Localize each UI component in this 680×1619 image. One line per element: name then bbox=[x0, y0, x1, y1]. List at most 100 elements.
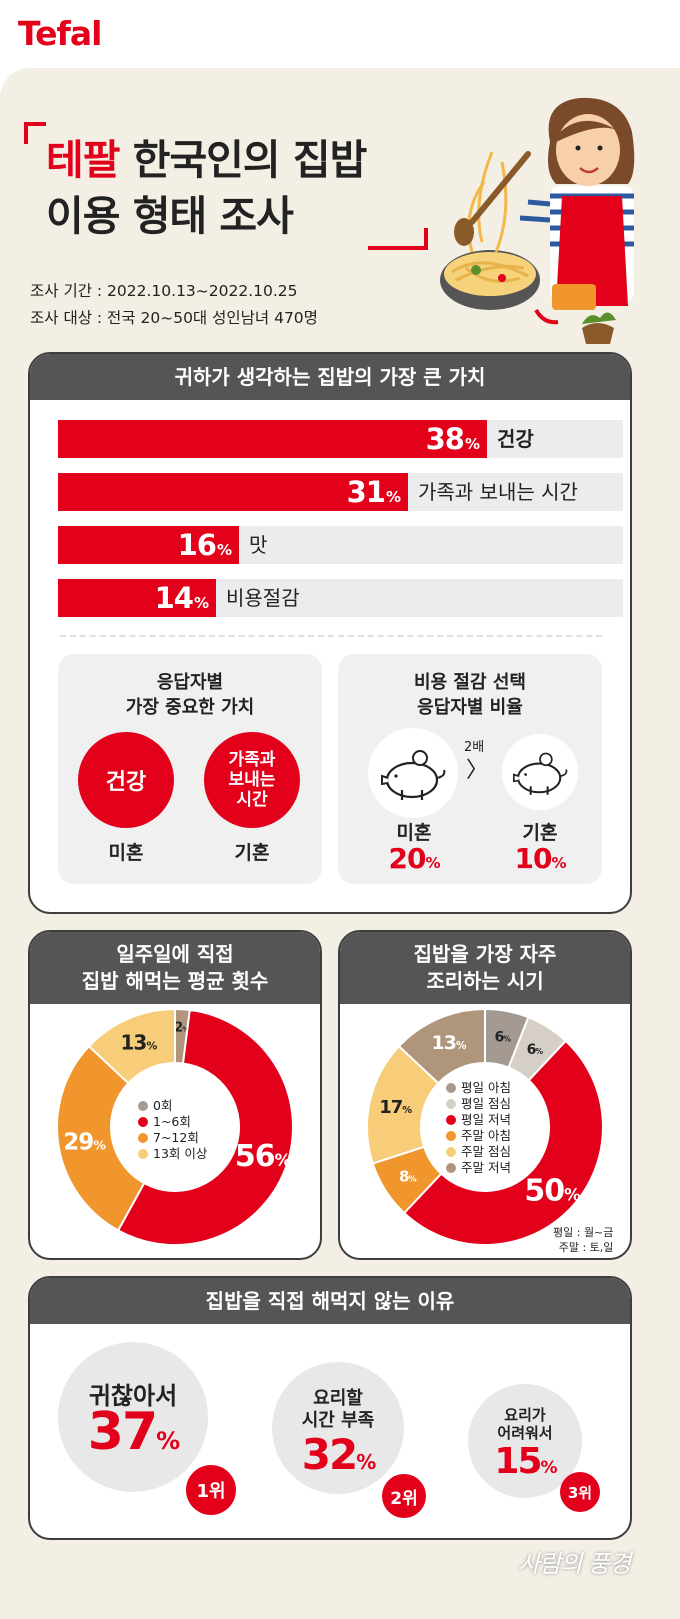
married-percent-value: 10 bbox=[514, 842, 553, 875]
married-value-circle: 가족과 보내는 시간 bbox=[204, 732, 300, 828]
bar-value: 31 bbox=[346, 475, 386, 509]
box-title-line1: 응답자별 bbox=[156, 672, 224, 693]
reason-2-number: 32 bbox=[301, 1430, 358, 1479]
legend-swatch bbox=[446, 1131, 456, 1141]
title-bracket-left bbox=[24, 122, 46, 144]
bar-label: 비용절감 bbox=[226, 586, 300, 610]
weekend-note: 주말 : 토,일 bbox=[558, 1241, 614, 1254]
percent-unit: % bbox=[156, 1427, 180, 1455]
cook-illustration bbox=[440, 97, 635, 344]
legend-label: 평일 점심 bbox=[461, 1096, 511, 1111]
single-label: 미혼 bbox=[108, 842, 144, 864]
time-header-line1: 집밥을 가장 자주 bbox=[413, 942, 557, 966]
legend-item: 0회 bbox=[138, 1098, 207, 1114]
slice-label: 17% bbox=[379, 1097, 412, 1118]
percent-unit: % bbox=[193, 594, 209, 612]
legend-label: 13회 이상 bbox=[153, 1146, 208, 1161]
legend-swatch bbox=[446, 1163, 456, 1173]
bar-value: 14 bbox=[154, 581, 194, 615]
bar: 38% bbox=[58, 420, 487, 458]
piggy-bank-icon bbox=[512, 752, 568, 795]
marital-value-box: 응답자별 가장 중요한 가치 건강 가족과 보내는 시간 미혼 기혼 bbox=[58, 654, 322, 884]
ratio-label: 2배 bbox=[464, 740, 485, 755]
day-note: 평일 : 월~금 주말 : 토,일 bbox=[553, 1225, 613, 1255]
single-percent: 20% bbox=[354, 842, 474, 875]
reason-circle-1: 귀찮아서 37% bbox=[58, 1342, 208, 1492]
bar: 14% bbox=[58, 579, 216, 617]
reason-circle-2: 요리할 시간 부족 32% bbox=[272, 1362, 404, 1494]
bar: 31% bbox=[58, 473, 408, 511]
time-legend: 평일 아침 평일 점심 평일 저녁 주말 아침 주말 점심 주말 저녁 bbox=[446, 1080, 511, 1176]
survey-target: 조사 대상 : 전국 20~50대 성인남녀 470명 bbox=[30, 309, 318, 327]
donut-slice bbox=[87, 1007, 176, 1085]
tefal-logo: Tefal bbox=[18, 14, 102, 53]
reason-3-label-line1: 요리가 bbox=[504, 1406, 546, 1424]
legend-swatch bbox=[446, 1147, 456, 1157]
legend-swatch bbox=[446, 1099, 456, 1109]
weekly-header-line2: 집밥 해먹는 평균 횟수 bbox=[81, 969, 269, 993]
title-bracket-right bbox=[368, 228, 428, 250]
legend-item: 평일 저녁 bbox=[446, 1112, 511, 1128]
rank-badge-1: 1위 bbox=[186, 1465, 236, 1515]
legend-label: 평일 아침 bbox=[461, 1080, 511, 1095]
bar-track: 31% 가족과 보내는 시간 bbox=[58, 473, 623, 511]
single-piggy-circle bbox=[368, 728, 458, 818]
legend-item: 7~12회 bbox=[138, 1130, 207, 1146]
survey-period: 조사 기간 : 2022.10.13~2022.10.25 bbox=[30, 282, 298, 300]
percent-unit: % bbox=[385, 488, 401, 506]
page-title: 테팔 한국인의 집밥 이용 형태 조사 bbox=[46, 132, 367, 244]
slice-label: 56% bbox=[235, 1139, 292, 1174]
box-title-line1: 비용 절감 선택 bbox=[414, 672, 526, 693]
bar-track: 16% 맛 bbox=[58, 526, 623, 564]
reason-1-number: 37 bbox=[87, 1402, 158, 1462]
bar-label: 맛 bbox=[249, 533, 268, 557]
slice-label: 13% bbox=[432, 1032, 467, 1054]
married-piggy-circle bbox=[502, 734, 578, 810]
legend-item: 1~6회 bbox=[138, 1114, 207, 1130]
legend-label: 주말 점심 bbox=[461, 1144, 511, 1159]
legend-item: 평일 아침 bbox=[446, 1080, 511, 1096]
watermark: 사람의 풍경 bbox=[518, 1550, 631, 1578]
donut-slice bbox=[397, 1007, 486, 1085]
rank-badge-3: 3위 bbox=[560, 1472, 600, 1512]
time-header-line2: 조리하는 시기 bbox=[426, 969, 544, 993]
legend-item: 평일 점심 bbox=[446, 1096, 511, 1112]
box-title-line2: 응답자별 비율 bbox=[417, 697, 523, 718]
piggy-bank-icon bbox=[381, 750, 446, 800]
weekday-note: 평일 : 월~금 bbox=[553, 1226, 614, 1239]
legend-swatch bbox=[138, 1101, 148, 1111]
legend-item: 13회 이상 bbox=[138, 1146, 207, 1162]
married-percent: 10% bbox=[480, 842, 600, 875]
percent-unit: % bbox=[551, 854, 566, 872]
slice-label: 6% bbox=[527, 1042, 544, 1058]
percent-unit: % bbox=[425, 854, 440, 872]
legend-label: 7~12회 bbox=[153, 1130, 199, 1145]
donut-slice bbox=[402, 1039, 604, 1246]
reason-circle-3: 요리가 어려워서 15% bbox=[468, 1384, 582, 1498]
weekly-count-donut: 2% 56% 29% 13% bbox=[56, 1007, 294, 1246]
slice-label: 6% bbox=[495, 1030, 512, 1046]
slice-label: 29% bbox=[63, 1129, 106, 1155]
bar-value: 38 bbox=[425, 422, 465, 456]
survey-meta: 조사 기간 : 2022.10.13~2022.10.25 조사 대상 : 전국… bbox=[30, 278, 318, 332]
slice-label: 8% bbox=[399, 1168, 416, 1186]
reason-2-value: 32% bbox=[272, 1432, 404, 1485]
reason-2-label-line1: 요리할 bbox=[313, 1388, 363, 1409]
reason-2-label-line2: 시간 부족 bbox=[301, 1410, 375, 1431]
reason-3-number: 15 bbox=[494, 1441, 542, 1482]
slice-label: 50% bbox=[524, 1173, 581, 1208]
legend-swatch bbox=[138, 1133, 148, 1143]
legend-item: 주말 저녁 bbox=[446, 1160, 511, 1176]
legend-item: 주말 점심 bbox=[446, 1144, 511, 1160]
legend-swatch bbox=[446, 1083, 456, 1093]
single-label: 미혼 bbox=[396, 822, 432, 844]
reason-1-value: 37% bbox=[58, 1404, 208, 1469]
married-value-line1: 가족과 bbox=[228, 750, 276, 770]
legend-swatch bbox=[446, 1115, 456, 1125]
chevron-right-icon: 〉 bbox=[466, 758, 489, 783]
percent-unit: % bbox=[464, 435, 480, 453]
married-label: 기혼 bbox=[522, 822, 558, 844]
value-card-header: 귀하가 생각하는 집밥의 가장 큰 가치 bbox=[30, 354, 630, 400]
legend-item: 주말 아침 bbox=[446, 1128, 511, 1144]
divider bbox=[60, 635, 602, 637]
